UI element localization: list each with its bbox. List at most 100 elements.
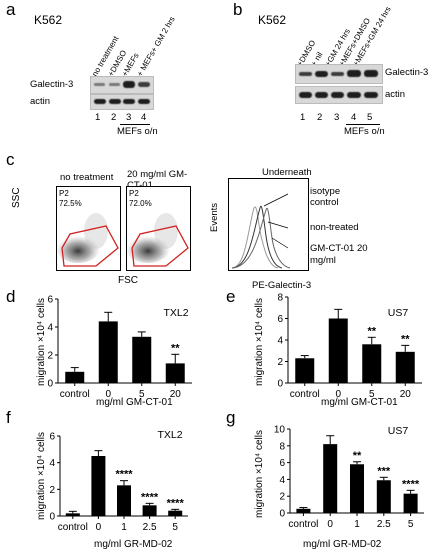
western-blot-actin-a [90,94,154,110]
lane-number-b-5: 5 [367,112,373,123]
x-tick-label-e-3: 20 [400,389,412,400]
panel-label-f: f [6,408,11,427]
row-label-actin-a: actin [30,96,51,107]
significance-d-3: ** [171,342,180,354]
panel-label-c: c [6,150,15,169]
panel-label-a: a [6,0,16,19]
histogram-title: Underneath [262,167,312,178]
row-label-galectin-b: Galectin-3 [385,67,429,78]
x-tick-label-d-2: 5 [139,389,145,400]
histogram-xlabel: PE-Galectin-3 [252,280,312,291]
x-tick-label-g-2: 1 [354,519,360,530]
x-tick-label-d-3: 20 [170,389,182,400]
y-tick-label-e: 0 [277,379,283,390]
chart-xlabel-g: mg/ml GR-MD-02 [303,539,382,550]
bar-e-1 [328,318,348,383]
chart-ylabel-e: migration ×10⁴ cells [254,298,265,386]
chart-xlabel-e: mg/ml GM-CT-01 [321,397,398,408]
chart-xlabel-f: mg/ml GR-MD-02 [94,539,173,550]
footer-bar-b [346,124,380,125]
x-tick-label-f-0: control [58,522,88,533]
bar-e-2 [362,344,382,383]
lane-number-b-2: 2 [317,112,323,123]
significance-f-2: **** [115,469,133,481]
bar-chart-d: 0 2 4 6 control 0 5 20 ** TXL2 mg/ml GM-CT-01 migra… [36,295,192,408]
x-tick-label-g-0: control [288,519,318,530]
y-tick-label-d: 0 [47,379,53,390]
significance-f-3: **** [141,491,159,503]
y-tick-label-g: 8 [279,441,285,452]
flow-xlabel: FSC [118,275,138,286]
histogram-legend-gmct01: GM-CT-01 20 mg/ml [310,243,368,266]
y-tick-label-e: 2 [277,357,283,368]
flow-plot-2-gate: P2 [129,189,139,198]
flow-plot-2-title: 20 mg/ml GM-CT-01 [127,169,188,191]
bar-d-2 [132,336,152,383]
x-tick-label-d-0: control [60,389,90,400]
histogram-legend-isotype: isotype control [310,186,341,209]
panel-label-b: b [233,0,243,19]
x-tick-label-e-0: control [290,389,320,400]
y-tick-label-f: 0 [49,512,55,523]
footer-label-b: MEFs o/n [344,126,385,137]
lane-number-a-2: 2 [111,112,117,123]
x-tick-label-d-1: 0 [105,389,111,400]
x-tick-label-f-1: 0 [96,522,102,533]
x-tick-label-g-1: 0 [327,519,333,530]
lane-number-b-4: 4 [351,112,357,123]
bar-d-0 [65,371,85,383]
bar-e-0 [295,358,315,383]
bar-e-3 [395,351,415,383]
panel-label-g: g [226,408,236,427]
x-tick-label-f-3: 2.5 [143,522,157,533]
y-tick-label-g: 4 [279,475,285,486]
flow-plot-1-title: no treatment [60,172,114,183]
y-tick-label-f: 2 [49,485,55,496]
y-tick-label-f: 6 [49,432,55,443]
significance-f-4: **** [167,497,185,509]
lane-number-a-1: 1 [95,112,101,123]
y-tick-label-g: 0 [279,509,285,520]
bar-g-4 [403,493,418,513]
lane-number-a-4: 4 [141,112,147,123]
x-tick-label-f-2: 1 [121,522,127,533]
lane-number-b-1: 1 [300,112,306,123]
chart-xlabel-d: mg/ml GM-CT-01 [96,397,173,408]
y-tick-label-g: 2 [279,492,285,503]
y-tick-label-d: 4 [47,323,53,334]
chart-ylabel-f: migration ×10⁴ cells [36,432,47,520]
x-tick-label-f-4: 5 [172,522,178,533]
cell-line-label-a: K562 [34,13,63,27]
footer-bar-a [120,124,150,125]
y-tick-label-f: 4 [49,458,55,469]
row-label-galectin-a: Galectin-3 [30,79,74,90]
y-tick-label-e: 8 [277,293,283,304]
panel-label-d: d [6,287,16,306]
chart-title-e: US7 [388,307,409,319]
footer-label-a: MEFs o/n [117,126,158,137]
significance-e-2: ** [367,325,376,337]
y-tick-label-g: 10 [274,425,286,436]
row-label-actin-b: actin [385,89,406,100]
flow-plot-1-pct: 72.5% [59,199,82,208]
bar-g-3 [376,480,391,513]
y-tick-label-e: 4 [277,336,283,347]
flow-scatter-plots [56,186,191,271]
western-blot-galectin-b [295,64,383,84]
bar-f-1 [91,456,106,516]
histogram-overlay [228,178,309,271]
lane-number-b-3: 3 [334,112,340,123]
x-tick-label-e-2: 5 [369,389,375,400]
bar-chart-e: 0 2 4 6 8 control 0 5 ** 20 ** US7 mg/ml GM-CT-01 mig… [254,293,422,408]
bar-f-4 [168,510,183,516]
y-tick-label-g: 6 [279,458,285,469]
bar-g-2 [350,464,364,513]
chart-ylabel-g: migration ×10⁴ cells [254,430,265,518]
chart-title-g: US7 [388,425,409,437]
y-tick-label-e: 6 [277,314,283,325]
histogram-legend-nontreated: non-treated [310,222,359,233]
significance-g-3: *** [377,465,391,477]
